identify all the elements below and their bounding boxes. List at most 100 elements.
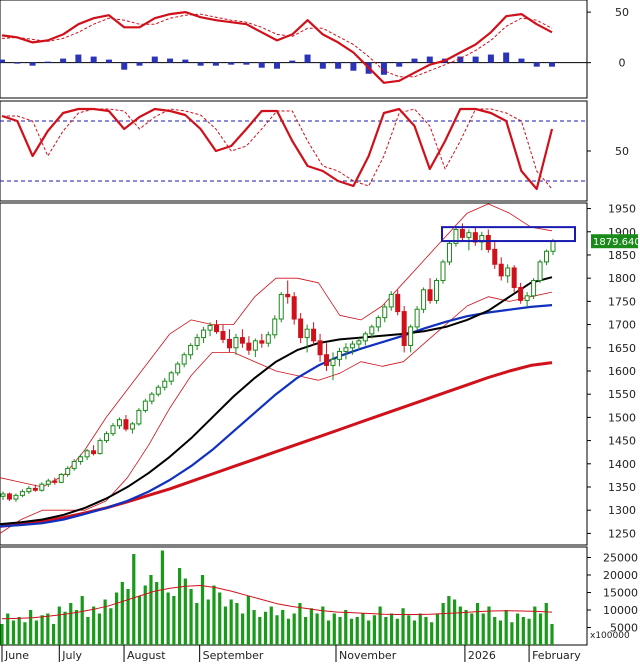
price-tick-label: 1850: [608, 249, 636, 262]
volume-bar: [40, 615, 44, 645]
volume-bar: [355, 617, 359, 645]
volume-bar: [441, 603, 445, 645]
price-candle-body: [226, 338, 232, 349]
volume-bar: [149, 575, 153, 645]
price-tick-label: 1600: [608, 365, 636, 378]
price-candle-body: [142, 400, 148, 411]
volume-bar: [195, 603, 199, 645]
volume-bar: [533, 606, 537, 645]
price-bb-lower-line: [0, 291, 553, 534]
price-candle-body: [129, 423, 135, 430]
price-candle-body: [194, 337, 200, 346]
volume-bar: [235, 603, 239, 645]
volume-bar: [74, 610, 79, 645]
volume-bar: [11, 620, 16, 645]
price-tick-label: 1500: [608, 411, 636, 424]
price-candle-body: [336, 350, 342, 360]
price-candle-body: [58, 473, 64, 483]
price-candle-body: [6, 493, 12, 500]
price-tick-label: 1400: [608, 458, 636, 471]
price-tick-label: 1950: [608, 203, 636, 216]
macd-histogram-bar: [228, 62, 235, 65]
price-candle-body: [220, 331, 226, 340]
x-axis-label: February: [532, 649, 581, 662]
price-candle-body: [434, 279, 440, 301]
volume-bar: [126, 589, 130, 645]
volume-bar: [372, 615, 376, 645]
macd-histogram-bar: [335, 62, 342, 69]
price-candle-body: [233, 337, 239, 349]
price-candle-body: [252, 340, 258, 351]
volume-bar: [252, 610, 256, 645]
volume-bar: [57, 606, 61, 645]
volume-bar: [338, 617, 342, 645]
volume-bar: [92, 606, 96, 645]
macd-histogram-bar: [426, 56, 433, 63]
price-candle-body: [375, 317, 381, 328]
volume-bar: [435, 613, 440, 645]
price-candle-body: [13, 494, 19, 500]
volume-tick-label: 5000: [610, 622, 638, 635]
macd-histogram-bar: [319, 62, 326, 69]
x-axis-label: June: [4, 649, 29, 662]
volume-bar: [29, 610, 33, 645]
volume-bar: [550, 624, 554, 645]
volume-bar: [309, 608, 313, 645]
macd-histogram-bar: [197, 62, 204, 66]
price-candle-body: [311, 328, 317, 342]
volume-bar: [493, 617, 497, 645]
volume-bar: [378, 606, 382, 645]
volume-bar: [155, 582, 159, 645]
stochastic-panel: 50: [0, 100, 629, 202]
volume-bar: [275, 615, 279, 645]
price-ma-short-line: [0, 276, 553, 526]
price-candle-body: [26, 487, 32, 493]
x-axis-label: July: [61, 649, 82, 662]
volume-bar: [344, 610, 348, 645]
volume-bar: [395, 618, 399, 645]
volume-bar: [114, 592, 119, 645]
price-tick-label: 1800: [608, 272, 636, 285]
volume-bar: [418, 613, 422, 645]
volume-bar: [481, 613, 485, 645]
price-panel: 1950190018501800175017001650160015501500…: [0, 202, 636, 546]
volume-bar: [166, 592, 170, 645]
volume-bar: [183, 578, 187, 645]
price-tick-label: 1250: [608, 527, 636, 540]
volume-bar: [269, 606, 273, 645]
volume-bar: [34, 620, 38, 645]
volume-bar: [137, 596, 142, 645]
macd-signal-line: [1, 13, 553, 78]
price-tick-label: 1650: [608, 342, 636, 355]
macd-histogram-bar: [182, 59, 189, 63]
volume-bar: [286, 618, 291, 645]
price-candle-body: [459, 228, 465, 238]
price-candle-body: [291, 296, 297, 320]
volume-bar: [361, 613, 365, 645]
volume-bar: [424, 617, 428, 645]
macd-histogram-bar: [136, 62, 143, 66]
stochastic-k-line: [1, 107, 554, 191]
price-candle-body: [317, 340, 323, 356]
volume-bar: [412, 620, 417, 645]
volume-panel: 25000 20000 15000 10000 5000: [0, 546, 638, 646]
price-candle-body: [544, 250, 550, 263]
volume-bar: [0, 624, 4, 645]
price-candle-body: [349, 343, 355, 349]
price-candle-body: [32, 487, 38, 491]
x-axis-label: August: [127, 649, 166, 662]
volume-bar: [521, 617, 525, 645]
volume-bar: [263, 611, 268, 645]
price-candle-body: [78, 456, 84, 462]
macd-histogram-bar: [212, 62, 219, 66]
price-candle-body: [84, 450, 90, 458]
price-candle-body: [91, 450, 97, 455]
volume-bar: [23, 622, 27, 645]
volume-bar: [401, 608, 405, 645]
volume-tick-label: 25000: [603, 552, 638, 565]
price-candle-body: [550, 240, 556, 252]
price-candle-body: [71, 460, 77, 469]
volume-bar: [470, 613, 474, 645]
